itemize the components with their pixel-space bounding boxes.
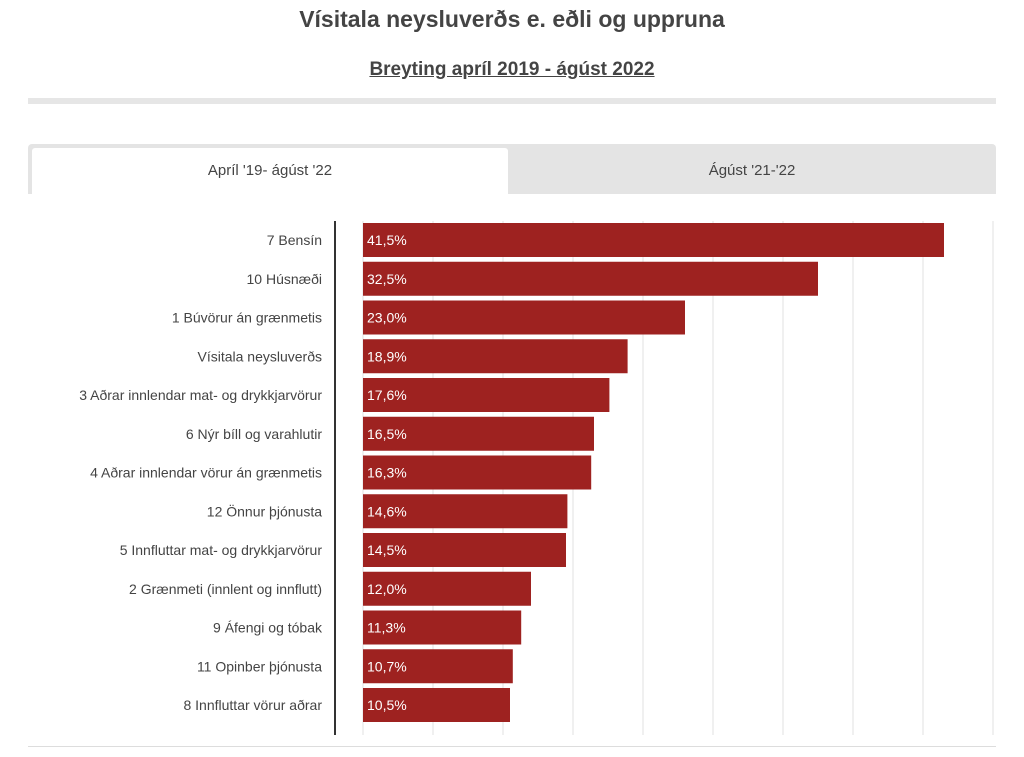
- category-label: 8 Innfluttar vörur aðrar: [183, 697, 322, 713]
- data-label: 12,0%: [367, 581, 407, 597]
- chart-subtitle: Breyting apríl 2019 - ágúst 2022: [369, 59, 655, 80]
- bar: [363, 494, 568, 529]
- tab-april-19-august-22[interactable]: Apríl '19- ágúst '22: [32, 148, 508, 194]
- category-label: 2 Grænmeti (innlent og innflutt): [129, 581, 322, 597]
- bar: [363, 378, 610, 412]
- bar: [363, 571, 531, 606]
- divider: [28, 98, 996, 104]
- bar: [363, 649, 513, 684]
- tab-august-21-22[interactable]: Ágúst '21-'22: [708, 162, 796, 179]
- category-label: 11 Opinber þjónusta: [197, 658, 322, 674]
- bar: [363, 339, 628, 374]
- category-label: 6 Nýr bíll og varahlutir: [186, 426, 323, 442]
- bar: [363, 688, 510, 722]
- data-label: 10,5%: [367, 697, 407, 713]
- data-label: 14,5%: [367, 542, 407, 558]
- bar: [363, 610, 522, 645]
- category-label: 12 Önnur þjónusta: [207, 502, 322, 519]
- bar: [363, 533, 566, 567]
- data-label: 17,6%: [367, 387, 407, 403]
- category-label: Vísitala neysluverðs: [197, 348, 322, 364]
- category-label: 10 Húsnæði: [247, 271, 323, 287]
- data-label: 16,5%: [367, 426, 407, 442]
- data-label: 16,3%: [367, 465, 407, 481]
- data-label: 14,6%: [367, 503, 407, 519]
- chart-title: Vísitala neysluverðs e. eðli og uppruna: [299, 6, 725, 32]
- bar: [363, 416, 594, 451]
- category-label: 7 Bensín: [267, 232, 322, 248]
- bar: [363, 300, 685, 335]
- bar: [363, 455, 592, 490]
- category-label: 1 Búvörur án grænmetis: [172, 310, 322, 326]
- bottom-divider: [28, 746, 996, 747]
- tab-bar: Apríl '19- ágúst '22 Ágúst '21-'22: [28, 144, 996, 194]
- category-label: 9 Áfengi og tóbak: [213, 620, 323, 636]
- data-label: 11,3%: [367, 620, 406, 636]
- bar: [363, 261, 818, 296]
- category-label: 3 Aðrar innlendar mat- og drykkjarvörur: [79, 387, 322, 403]
- category-label: 5 Innfluttar mat- og drykkjarvörur: [120, 542, 323, 558]
- data-label: 41,5%: [367, 232, 407, 248]
- data-label: 32,5%: [367, 271, 407, 287]
- data-label: 18,9%: [367, 348, 407, 364]
- data-label: 23,0%: [367, 310, 407, 326]
- category-label: 4 Aðrar innlendar vörur án grænmetis: [90, 465, 322, 481]
- data-label: 10,7%: [367, 658, 407, 674]
- bar: [363, 223, 944, 257]
